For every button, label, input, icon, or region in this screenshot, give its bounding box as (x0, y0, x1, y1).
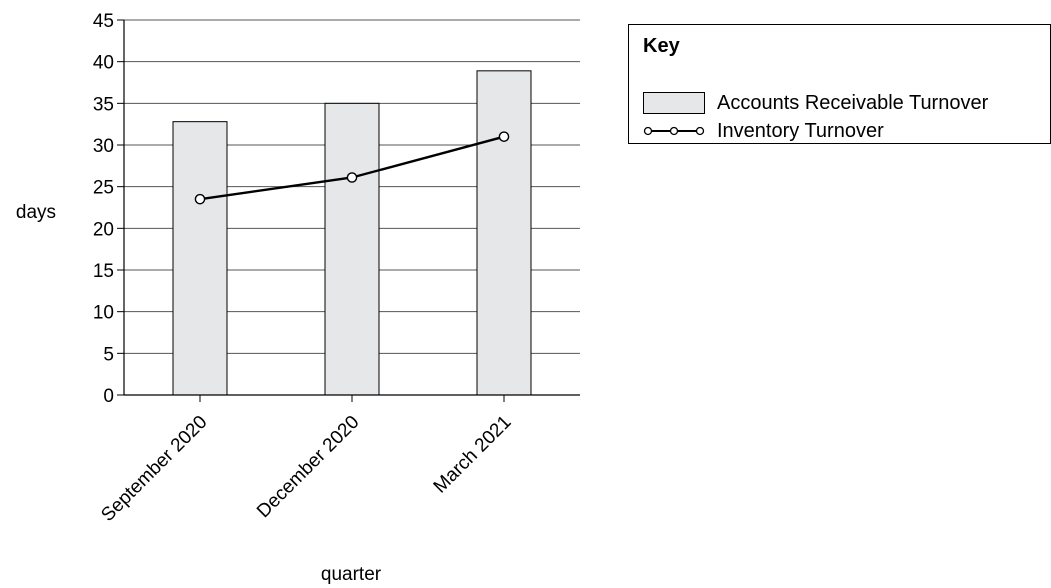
line-series (194, 131, 510, 205)
y-tick-label: 30 (93, 136, 114, 157)
tick-labels: 0 5 10 15 20 25 30 35 40 45 September 2020 December… (93, 11, 516, 526)
y-tick-label: 45 (93, 11, 114, 32)
line-point (346, 172, 358, 183)
x-tick-label: September 2020 (97, 412, 211, 526)
y-tick-label: 10 (93, 303, 114, 324)
bar (324, 102, 380, 396)
legend-line-marker-icon (643, 126, 705, 136)
y-tick-label: 15 (93, 261, 114, 282)
chart-plot: 0 5 10 15 20 25 30 35 40 45 September 2020 December… (16, 11, 580, 585)
y-tick-label: 20 (93, 219, 114, 240)
y-tick-label: 25 (93, 178, 114, 199)
line-point (498, 131, 510, 142)
y-axis-title: days (16, 202, 56, 223)
y-tick-label: 40 (93, 53, 114, 74)
legend-label-bars: Accounts Receivable Turnover (717, 91, 989, 114)
legend: Key Accounts Receivable Turnover Invento… (628, 24, 1051, 144)
x-tick-label: March 2021 (430, 412, 516, 498)
legend-title: Key (643, 35, 680, 57)
legend-bar-swatch-icon (643, 92, 705, 114)
x-tick-label: December 2020 (253, 412, 363, 522)
y-tick-label: 35 (93, 94, 114, 115)
line-point (194, 193, 206, 205)
legend-item-line: Inventory Turnover (643, 119, 884, 143)
bar (172, 121, 228, 396)
axes (117, 19, 580, 402)
bar (476, 70, 532, 396)
y-tick-label: 0 (103, 386, 114, 407)
y-tick-label: 5 (103, 344, 114, 365)
bar-series (172, 70, 532, 396)
x-axis-title: quarter (321, 564, 382, 585)
legend-item-bars: Accounts Receivable Turnover (643, 91, 988, 115)
legend-label-line: Inventory Turnover (717, 119, 884, 142)
